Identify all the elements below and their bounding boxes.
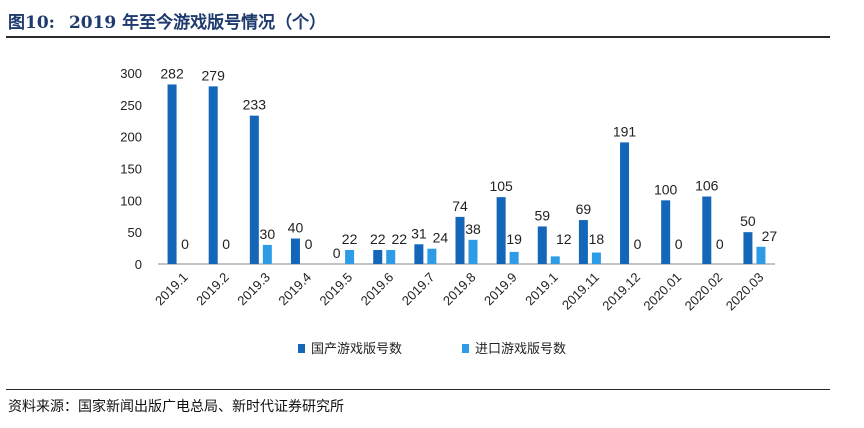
x-axis: 2019.1 2019.2 2019.3 2019.4 2019.5 2019.6 2019… <box>152 263 775 314</box>
data-label-domestic: 105 <box>489 178 513 194</box>
top-divider <box>6 36 830 38</box>
x-category-label: 2019.5 <box>316 270 355 309</box>
bar-imported <box>345 249 355 264</box>
bar-domestic <box>208 86 218 265</box>
bar-domestic <box>743 232 753 264</box>
x-category-label: 2019.3 <box>234 270 273 309</box>
data-label-imported: 24 <box>433 230 449 246</box>
bar-domestic <box>620 142 630 264</box>
data-label-imported: 18 <box>589 231 605 247</box>
legend: 国产游戏版号数 进口游戏版号数 <box>298 342 566 357</box>
bar-imported <box>550 256 560 264</box>
data-label-imported: 19 <box>506 231 522 247</box>
data-label-imported: 0 <box>181 236 189 252</box>
x-category-label: 2019.2 <box>193 270 232 309</box>
data-label-imported: 0 <box>716 236 724 252</box>
data-label-imported: 30 <box>260 226 276 242</box>
bar-imported <box>591 252 601 264</box>
bar-imported <box>468 239 478 264</box>
x-category-label: 2019.8 <box>440 270 479 309</box>
data-label-imported: 0 <box>222 236 230 252</box>
data-label-imported: 0 <box>634 236 642 252</box>
bar-domestic <box>578 220 588 264</box>
data-label-imported: 22 <box>391 231 407 247</box>
figure-number: 图10: <box>8 13 55 33</box>
y-tick-label: 200 <box>120 130 142 145</box>
data-label-domestic: 22 <box>370 231 386 247</box>
bars-group <box>167 84 766 265</box>
x-category-label: 2019.6 <box>358 270 397 309</box>
x-category-label: 2019.1 <box>152 270 191 309</box>
data-label-imported: 27 <box>762 228 778 244</box>
data-label-domestic: 69 <box>576 201 592 217</box>
data-label-imported: 0 <box>675 236 683 252</box>
x-category-label: 2019.11 <box>559 270 602 313</box>
figure-title: 图10: 2019 年至今游戏版号情况（个） <box>8 8 326 33</box>
x-category-label: 2019.7 <box>399 270 438 309</box>
data-label-domestic: 106 <box>695 178 719 194</box>
data-label-imported: 12 <box>556 231 572 247</box>
y-tick-label: 250 <box>120 98 142 113</box>
bar-imported <box>509 251 519 264</box>
bar-domestic <box>455 216 465 264</box>
x-category-label: 2019.9 <box>481 270 520 309</box>
bar-domestic <box>290 238 300 264</box>
data-label-domestic: 59 <box>534 207 550 223</box>
figure-title-text: 2019 年至今游戏版号情况（个） <box>68 13 327 33</box>
y-tick-label: 50 <box>128 225 142 240</box>
bar-domestic <box>414 244 424 264</box>
bar-imported <box>386 249 396 264</box>
x-category-label: 2020.01 <box>640 270 684 314</box>
data-label-domestic: 50 <box>740 213 756 229</box>
bar-imported <box>262 244 272 264</box>
y-tick-label: 300 <box>120 66 142 81</box>
bar-domestic <box>702 196 712 264</box>
bar-domestic <box>537 226 547 264</box>
data-label-imported: 22 <box>342 231 358 247</box>
data-label-domestic: 191 <box>613 123 637 139</box>
y-tick-label: 100 <box>120 193 142 208</box>
data-label-domestic: 233 <box>243 97 267 113</box>
bar-imported <box>427 248 437 264</box>
data-label-domestic: 282 <box>160 65 184 81</box>
bar-domestic <box>496 197 506 264</box>
legend-swatch-domestic <box>298 344 305 353</box>
y-tick-label: 150 <box>120 162 142 177</box>
x-category-label: 2019.1 <box>522 270 561 309</box>
x-category-label: 2019.12 <box>599 270 643 314</box>
data-label-domestic: 100 <box>654 181 678 197</box>
data-label-domestic: 40 <box>288 220 304 236</box>
data-label-imported: 38 <box>465 221 481 237</box>
data-label-domestic: 0 <box>333 245 341 261</box>
bar-imported <box>756 246 766 264</box>
data-label-domestic: 74 <box>452 198 468 214</box>
legend-label-imported: 进口游戏版号数 <box>475 342 566 357</box>
y-axis: 0 50 100 150 200 250 300 <box>120 66 142 272</box>
legend-label-domestic: 国产游戏版号数 <box>311 342 402 357</box>
x-category-label: 2020.02 <box>682 270 726 314</box>
source-note: 资料来源：国家新闻出版广电总局、新时代证券研究所 <box>8 399 344 415</box>
bar-domestic <box>249 115 259 264</box>
data-label-domestic: 31 <box>411 225 427 241</box>
data-label-imported: 0 <box>305 236 313 252</box>
bar-domestic <box>661 200 671 264</box>
y-tick-label: 0 <box>135 257 142 272</box>
legend-swatch-imported <box>462 344 469 353</box>
bottom-divider <box>6 389 830 390</box>
bar-domestic <box>167 84 177 265</box>
data-label-domestic: 279 <box>202 67 226 83</box>
x-category-label: 2019.4 <box>275 270 314 309</box>
bar-domestic <box>373 249 383 264</box>
x-category-label: 2020.03 <box>723 270 767 314</box>
